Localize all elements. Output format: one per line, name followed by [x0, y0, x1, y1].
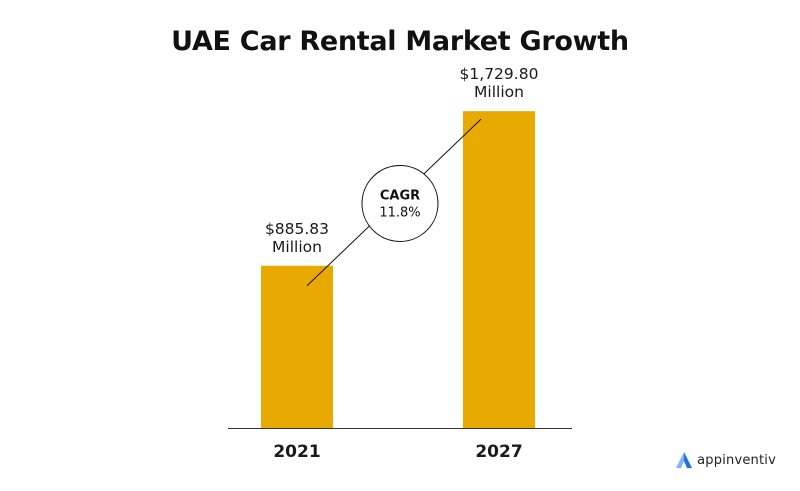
x-tick-label-2027: 2027 [475, 442, 522, 462]
data-label-2027-line1: $1,729.80 [460, 65, 539, 83]
x-tick-label-2021: 2021 [273, 442, 320, 462]
data-label-2021-line2: Million [272, 238, 322, 256]
data-label-2021-line1: $885.83 [265, 220, 329, 238]
appinventiv-logo-icon [676, 452, 693, 468]
data-label-2027-line2: Million [474, 83, 524, 101]
cagr-label: CAGR [380, 188, 420, 203]
bar-2021 [261, 265, 333, 428]
brand-name: appinventiv [697, 452, 776, 468]
cagr-annotation-circle [361, 164, 439, 242]
cagr-value: 11.8% [379, 205, 420, 220]
brand-logo: appinventiv [675, 451, 776, 469]
chart-title: UAE Car Rental Market Growth [171, 26, 629, 57]
bar-2027 [463, 111, 535, 429]
